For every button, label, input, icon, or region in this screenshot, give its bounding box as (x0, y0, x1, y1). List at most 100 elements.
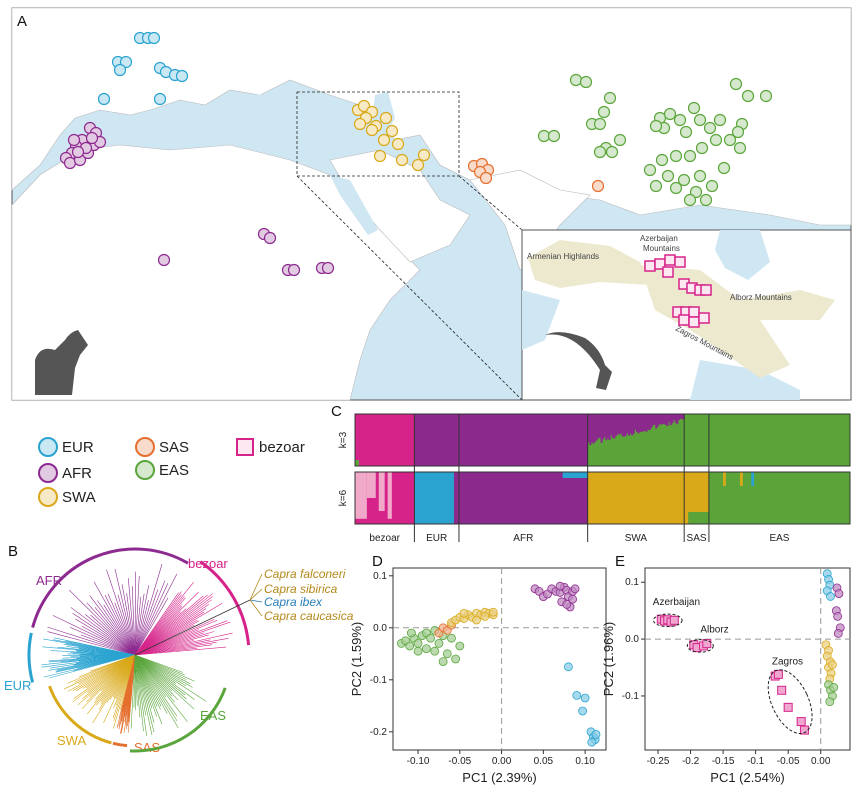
pcaD-point-eur (591, 730, 601, 739)
admixture-k6-mix-bar (387, 472, 392, 519)
pcaD-xtick-label: -0.05 (448, 756, 471, 767)
tree-branch-swa (72, 654, 136, 703)
map-point-swa-7 (379, 111, 393, 125)
map-point-eas-44 (649, 179, 663, 193)
map-point-eas-2 (537, 129, 551, 143)
pcaD-point-eas (422, 644, 431, 653)
admixture-group-label-sas: SAS (687, 533, 707, 544)
goat-silhouette-icon (35, 330, 88, 395)
tree-clade-arc-eur (27, 632, 35, 683)
pcaE-point-bezoar (669, 615, 679, 625)
map-point-afr-13 (85, 131, 99, 145)
ibex-silhouette-icon (545, 332, 612, 390)
tree-branch-afr (131, 585, 136, 656)
map-point-eas-37 (705, 179, 719, 193)
tree-branch-eas (134, 654, 141, 718)
tree-branch-eas (134, 654, 195, 682)
admixture-k3-mix-bar (634, 414, 637, 430)
tree-branch-eas (134, 654, 153, 709)
map-point-swa-9 (377, 133, 391, 147)
admixture-k3-mix-bar (595, 414, 598, 441)
tree-branch-swa (63, 654, 136, 690)
tree-branch-eas (134, 654, 173, 697)
pca-plot-e: E -0.25 -0.2 -0.15 -0.1 -0.05 0.00 0.1 0.0 -0.1 P… (601, 553, 851, 785)
pcaE-annotation-ellipse-0 (652, 613, 683, 628)
admixture-k3-mix-bar (666, 414, 669, 427)
pcaE-point-afr (834, 589, 844, 598)
map-panel: Armenian Highlands Azerbaijan Mountains … (11, 7, 852, 401)
zoom-line-right (458, 175, 523, 231)
pcaE-xtick-label: -0.1 (747, 756, 765, 767)
pcaE-xtick-label: 0.00 (811, 756, 831, 767)
admixture-k3-block-afr (458, 414, 588, 466)
admixture-group-label-bezoar: bezoar (369, 533, 400, 544)
tree-branch-eas (134, 654, 155, 723)
map-point-afr-6 (63, 156, 77, 170)
map-point-afr-19 (287, 263, 301, 277)
tree-outgroup-label-0: Capra falconeri (264, 567, 346, 581)
map-point-swa-8 (385, 124, 399, 138)
pcaD-ytick-label: -0.1 (370, 675, 388, 686)
pcaD-xtick-label: -0.10 (407, 756, 430, 767)
tree-branch-afr (104, 594, 136, 656)
tree-branch-eas (134, 654, 178, 717)
map-point-eas-22 (729, 77, 743, 91)
inset-label-armenian: Armenian Highlands (527, 252, 599, 261)
sea-mediterranean (95, 118, 310, 150)
legend-marker-afr (38, 463, 58, 483)
map-point-eas-18 (687, 101, 701, 115)
pcaE-xlabel: PC1 (2.54%) (710, 770, 784, 785)
tree-branch-afr (134, 589, 159, 656)
tree-clade-arc-bezoar (199, 560, 251, 646)
admixture-k3-mix-bar (677, 414, 680, 421)
pcaE-annotation-ellipse-1 (686, 639, 714, 653)
tree-branch-afr (134, 583, 169, 656)
map-point-eas-21 (713, 113, 727, 127)
admixture-k3-mix-bar (639, 414, 642, 432)
tree-outgroup-stem (134, 599, 251, 656)
map-point-swa-14 (411, 158, 425, 172)
pcaE-xtick-label: -0.2 (682, 756, 700, 767)
panel-letter-c: C (331, 403, 342, 420)
tree-branch-eas (134, 654, 153, 736)
panel-letter-e: E (615, 553, 625, 570)
pcaD-ylabel: PC2 (1.59%) (349, 622, 364, 696)
tree-clade-label-swa: SWA (57, 733, 86, 748)
tree-branch-swa (77, 654, 136, 706)
tree-outgroup-label-2: Capra ibex (264, 595, 323, 609)
admixture-k6-mix-bar (355, 472, 367, 519)
map-point-eas-11 (605, 145, 619, 159)
admixture-k3-mix-bar (626, 414, 629, 434)
tree-branch-afr (47, 626, 136, 656)
pcaD-point-swa (472, 615, 481, 625)
admixture-k3-mix-bar (650, 414, 653, 428)
tree-branch-bezoar (134, 599, 212, 656)
pcaD-point-eur (580, 693, 590, 703)
pcaE-xtick-label: -0.15 (712, 756, 735, 767)
legend-marker-eur (38, 437, 58, 457)
land-india (469, 169, 591, 271)
admixture-k3-mix-bar (616, 414, 619, 435)
zoom-region (296, 91, 460, 177)
map-point-eas-13 (663, 107, 677, 121)
admixture-k3-mix-bar (645, 414, 648, 432)
tree-branch-afr (114, 568, 136, 656)
tree-branch-bezoar (134, 591, 199, 656)
tree-branch-afr (134, 571, 136, 656)
tree-branch-eas (134, 654, 191, 684)
tree-branch-bezoar (134, 632, 233, 656)
tree-branch-afr (75, 618, 136, 656)
tree-branch-afr (52, 615, 136, 656)
tree-branch-bezoar (134, 596, 213, 656)
map-point-afr-12 (71, 145, 85, 159)
admixture-k3-block-bezoar (355, 414, 415, 466)
pcaE-xtick-label: -0.25 (647, 756, 670, 767)
admixture-k3-mix-bar (656, 414, 659, 427)
tree-clade-arc-eas (129, 687, 227, 753)
admixture-k6-block-afr (458, 472, 588, 524)
map-point-eas-9 (613, 133, 627, 147)
legend-marker-eas (135, 460, 155, 480)
map-point-eur-11 (153, 92, 167, 106)
map-point-eas-15 (649, 119, 663, 133)
